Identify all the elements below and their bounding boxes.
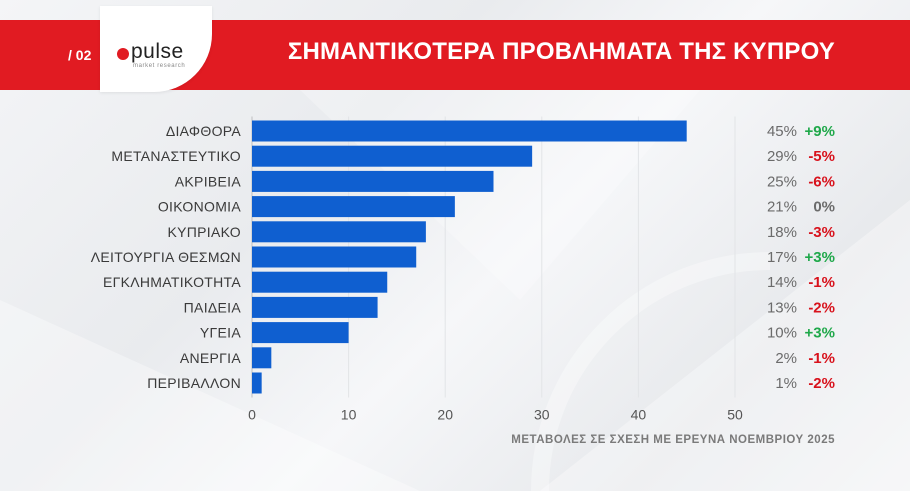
bar	[252, 221, 426, 243]
value-label: 13%	[767, 299, 797, 316]
bar	[252, 347, 272, 369]
brand-tagline: market research	[133, 63, 186, 69]
bar	[252, 120, 687, 142]
category-label: ΕΓΚΛΗΜΑΤΙΚΟΤΗΤΑ	[103, 274, 241, 290]
change-label: -5%	[808, 148, 835, 165]
x-tick-label: 50	[727, 407, 743, 423]
bar	[252, 246, 417, 268]
change-label: -1%	[808, 274, 835, 291]
value-label: 25%	[767, 173, 797, 190]
bar	[252, 271, 388, 293]
category-label: ΚΥΠΡΙΑΚΟ	[167, 224, 241, 240]
x-tick-label: 40	[631, 407, 647, 423]
change-label: 0%	[813, 199, 835, 216]
value-label: 14%	[767, 274, 797, 291]
value-label: 1%	[775, 375, 797, 392]
bar	[252, 322, 349, 344]
bar	[252, 170, 494, 192]
bar	[252, 372, 262, 394]
page-title: ΣΗΜΑΝΤΙΚΟΤΕΡΑ ΠΡΟΒΛΗΜΑΤΑ ΤΗΣ ΚΥΠΡΟΥ	[287, 38, 835, 65]
category-label: ΟΙΚΟΝΟΜΙΑ	[158, 199, 242, 215]
change-label: +3%	[805, 325, 835, 342]
x-tick-label: 20	[437, 407, 453, 423]
category-label: ΥΓΕΙΑ	[200, 325, 241, 341]
brand-logo-icon	[117, 48, 129, 60]
bar	[252, 196, 455, 218]
category-label: ΔΙΑΦΘΟΡΑ	[166, 123, 242, 139]
value-label: 18%	[767, 224, 797, 241]
footnote: ΜΕΤΑΒΟΛΕΣ ΣΕ ΣΧΕΣΗ ΜΕ ΕΡΕΥΝΑ ΝΟΕΜΒΡΙΟΥ 2…	[511, 434, 835, 446]
change-label: +9%	[805, 123, 835, 140]
category-label: ΜΕΤΑΝΑΣΤΕΥΤΙΚΟ	[111, 148, 241, 164]
bar	[252, 296, 378, 318]
value-label: 21%	[767, 199, 797, 216]
x-tick-label: 0	[248, 407, 256, 423]
x-tick-label: 10	[341, 407, 357, 423]
change-label: -2%	[808, 375, 835, 392]
value-label: 29%	[767, 148, 797, 165]
change-label: -3%	[808, 224, 835, 241]
category-label: ΛΕΙΤΟΥΡΓΙΑ ΘΕΣΜΩΝ	[91, 249, 241, 265]
bar	[252, 145, 533, 167]
value-label: 45%	[767, 123, 797, 140]
value-label: 2%	[775, 350, 797, 367]
category-label: ΠΕΡΙΒΑΛΛΟΝ	[147, 375, 241, 391]
page-number: / 02	[68, 47, 92, 63]
change-label: -6%	[808, 173, 835, 190]
category-label: ΑΚΡΙΒΕΙΑ	[175, 173, 242, 189]
value-label: 17%	[767, 249, 797, 266]
change-label: -1%	[808, 350, 835, 367]
change-label: -2%	[808, 299, 835, 316]
value-label: 10%	[767, 325, 797, 342]
change-label: +3%	[805, 249, 835, 266]
x-tick-label: 30	[534, 407, 550, 423]
category-label: ΠΑΙΔΕΙΑ	[184, 299, 242, 315]
brand-logo-text: pulse	[131, 40, 184, 63]
category-label: ΑΝΕΡΓΙΑ	[180, 350, 242, 366]
